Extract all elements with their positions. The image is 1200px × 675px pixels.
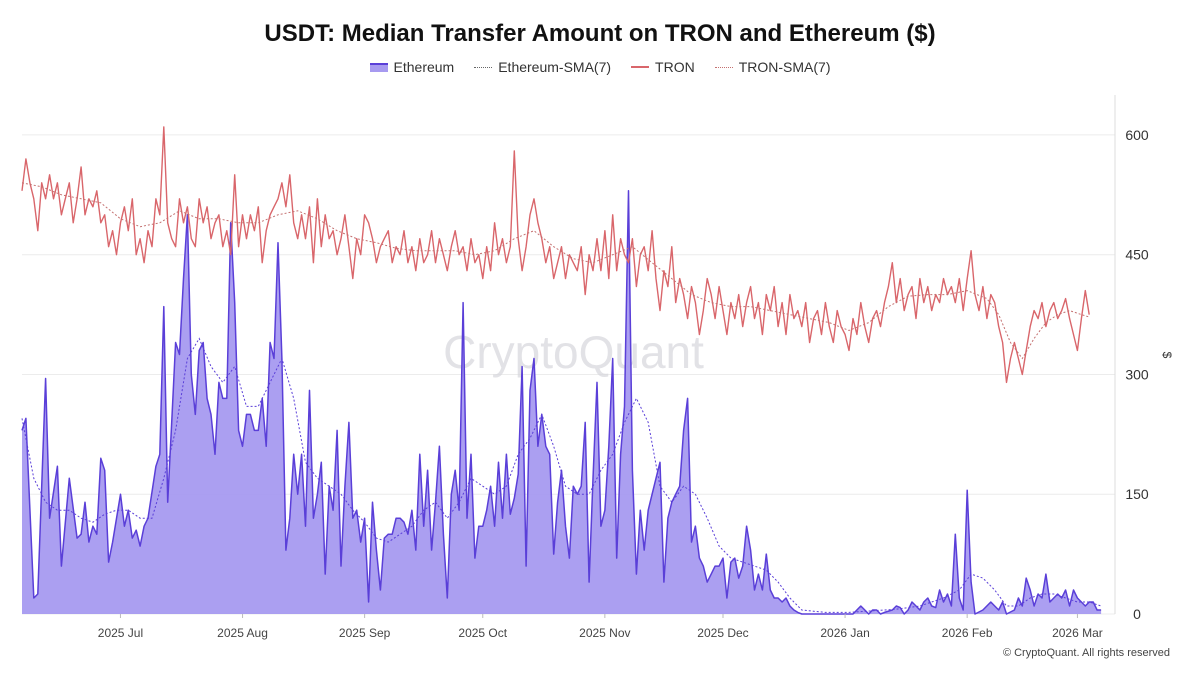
legend-label-ethereum: Ethereum [393, 59, 455, 75]
x-tick-label-2: 2025 Sep [339, 626, 391, 640]
legend-item-tron-sma[interactable]: TRON-SMA(7) [714, 59, 831, 75]
chart-legend: Ethereum Ethereum-SMA(7) TRON TRON-SMA(7… [0, 59, 1200, 75]
legend-swatch-tron [631, 66, 650, 68]
legend-label-tron: TRON [655, 59, 695, 75]
legend-swatch-tron-sma [714, 66, 733, 68]
x-tick-label-4: 2025 Nov [579, 626, 630, 640]
y-tick-label-600: 600 [1125, 127, 1149, 143]
legend-label-tron-sma: TRON-SMA(7) [738, 59, 831, 75]
y-tick-label-150: 150 [1125, 486, 1149, 502]
x-tick-label-6: 2026 Jan [820, 626, 869, 640]
x-tick-label-3: 2025 Oct [458, 626, 507, 640]
x-tick-label-0: 2025 Jul [98, 626, 143, 640]
legend-swatch-ethereum [369, 62, 388, 72]
legend-swatch-ethereum-sma [474, 66, 493, 68]
legend-item-ethereum[interactable]: Ethereum [369, 59, 455, 75]
y-axis-label: $ [1160, 352, 1174, 359]
y-tick-label-300: 300 [1125, 366, 1149, 382]
legend-item-ethereum-sma[interactable]: Ethereum-SMA(7) [474, 59, 611, 75]
watermark: CryptoQuant [443, 326, 704, 378]
series-tron-line [21, 126, 1090, 384]
y-tick-label-450: 450 [1125, 247, 1149, 263]
y-tick-label-0: 0 [1133, 606, 1141, 622]
chart-title: USDT: Median Transfer Amount on TRON and… [264, 20, 936, 47]
series-ethereum-line [21, 190, 1102, 615]
copyright-notice: © CryptoQuant. All rights reserved [1002, 647, 1170, 659]
x-tick-label-7: 2026 Feb [942, 626, 993, 640]
x-tick-label-8: 2026 Mar [1052, 626, 1103, 640]
legend-item-tron[interactable]: TRON [631, 59, 695, 75]
legend-label-ethereum-sma: Ethereum-SMA(7) [498, 59, 612, 75]
x-tick-label-1: 2025 Aug [217, 626, 268, 640]
x-tick-label-5: 2025 Dec [697, 626, 748, 640]
series-tron-sma-line [21, 182, 1090, 360]
series-ethereum-area [22, 190, 1102, 615]
series-ethereum-sma-line [21, 337, 1102, 613]
